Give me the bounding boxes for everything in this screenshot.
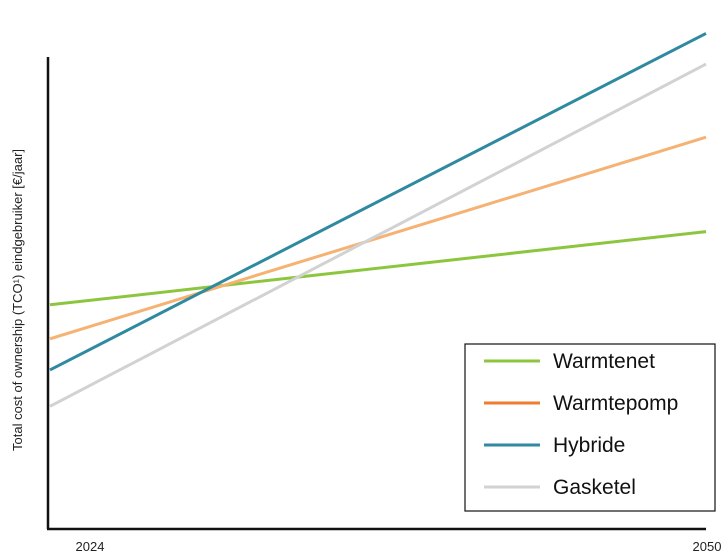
series-line-gasketel: [49, 62, 707, 408]
series-lines: [49, 32, 707, 408]
legend-label-hybride: Hybride: [553, 434, 625, 457]
x-tick-label-end: 2050: [693, 539, 722, 554]
x-tick-label-start: 2024: [76, 539, 105, 554]
legend-label-warmtenet: Warmtenet: [553, 350, 655, 373]
series-line-warmtenet: [49, 230, 707, 307]
series-line-hybride: [49, 32, 707, 372]
legend-box: [464, 343, 716, 512]
legend: Warmtenet Warmtepomp Hybride Gasketel: [464, 343, 716, 512]
series-line-warmtepomp: [49, 135, 707, 341]
legend-label-warmtepomp: Warmtepomp: [553, 392, 678, 415]
legend-label-gasketel: Gasketel: [553, 476, 636, 499]
y-axis-label: Total cost of ownership (TCO¹) eindgebru…: [10, 149, 25, 451]
legend-items: Warmtenet Warmtepomp Hybride Gasketel: [484, 350, 678, 499]
